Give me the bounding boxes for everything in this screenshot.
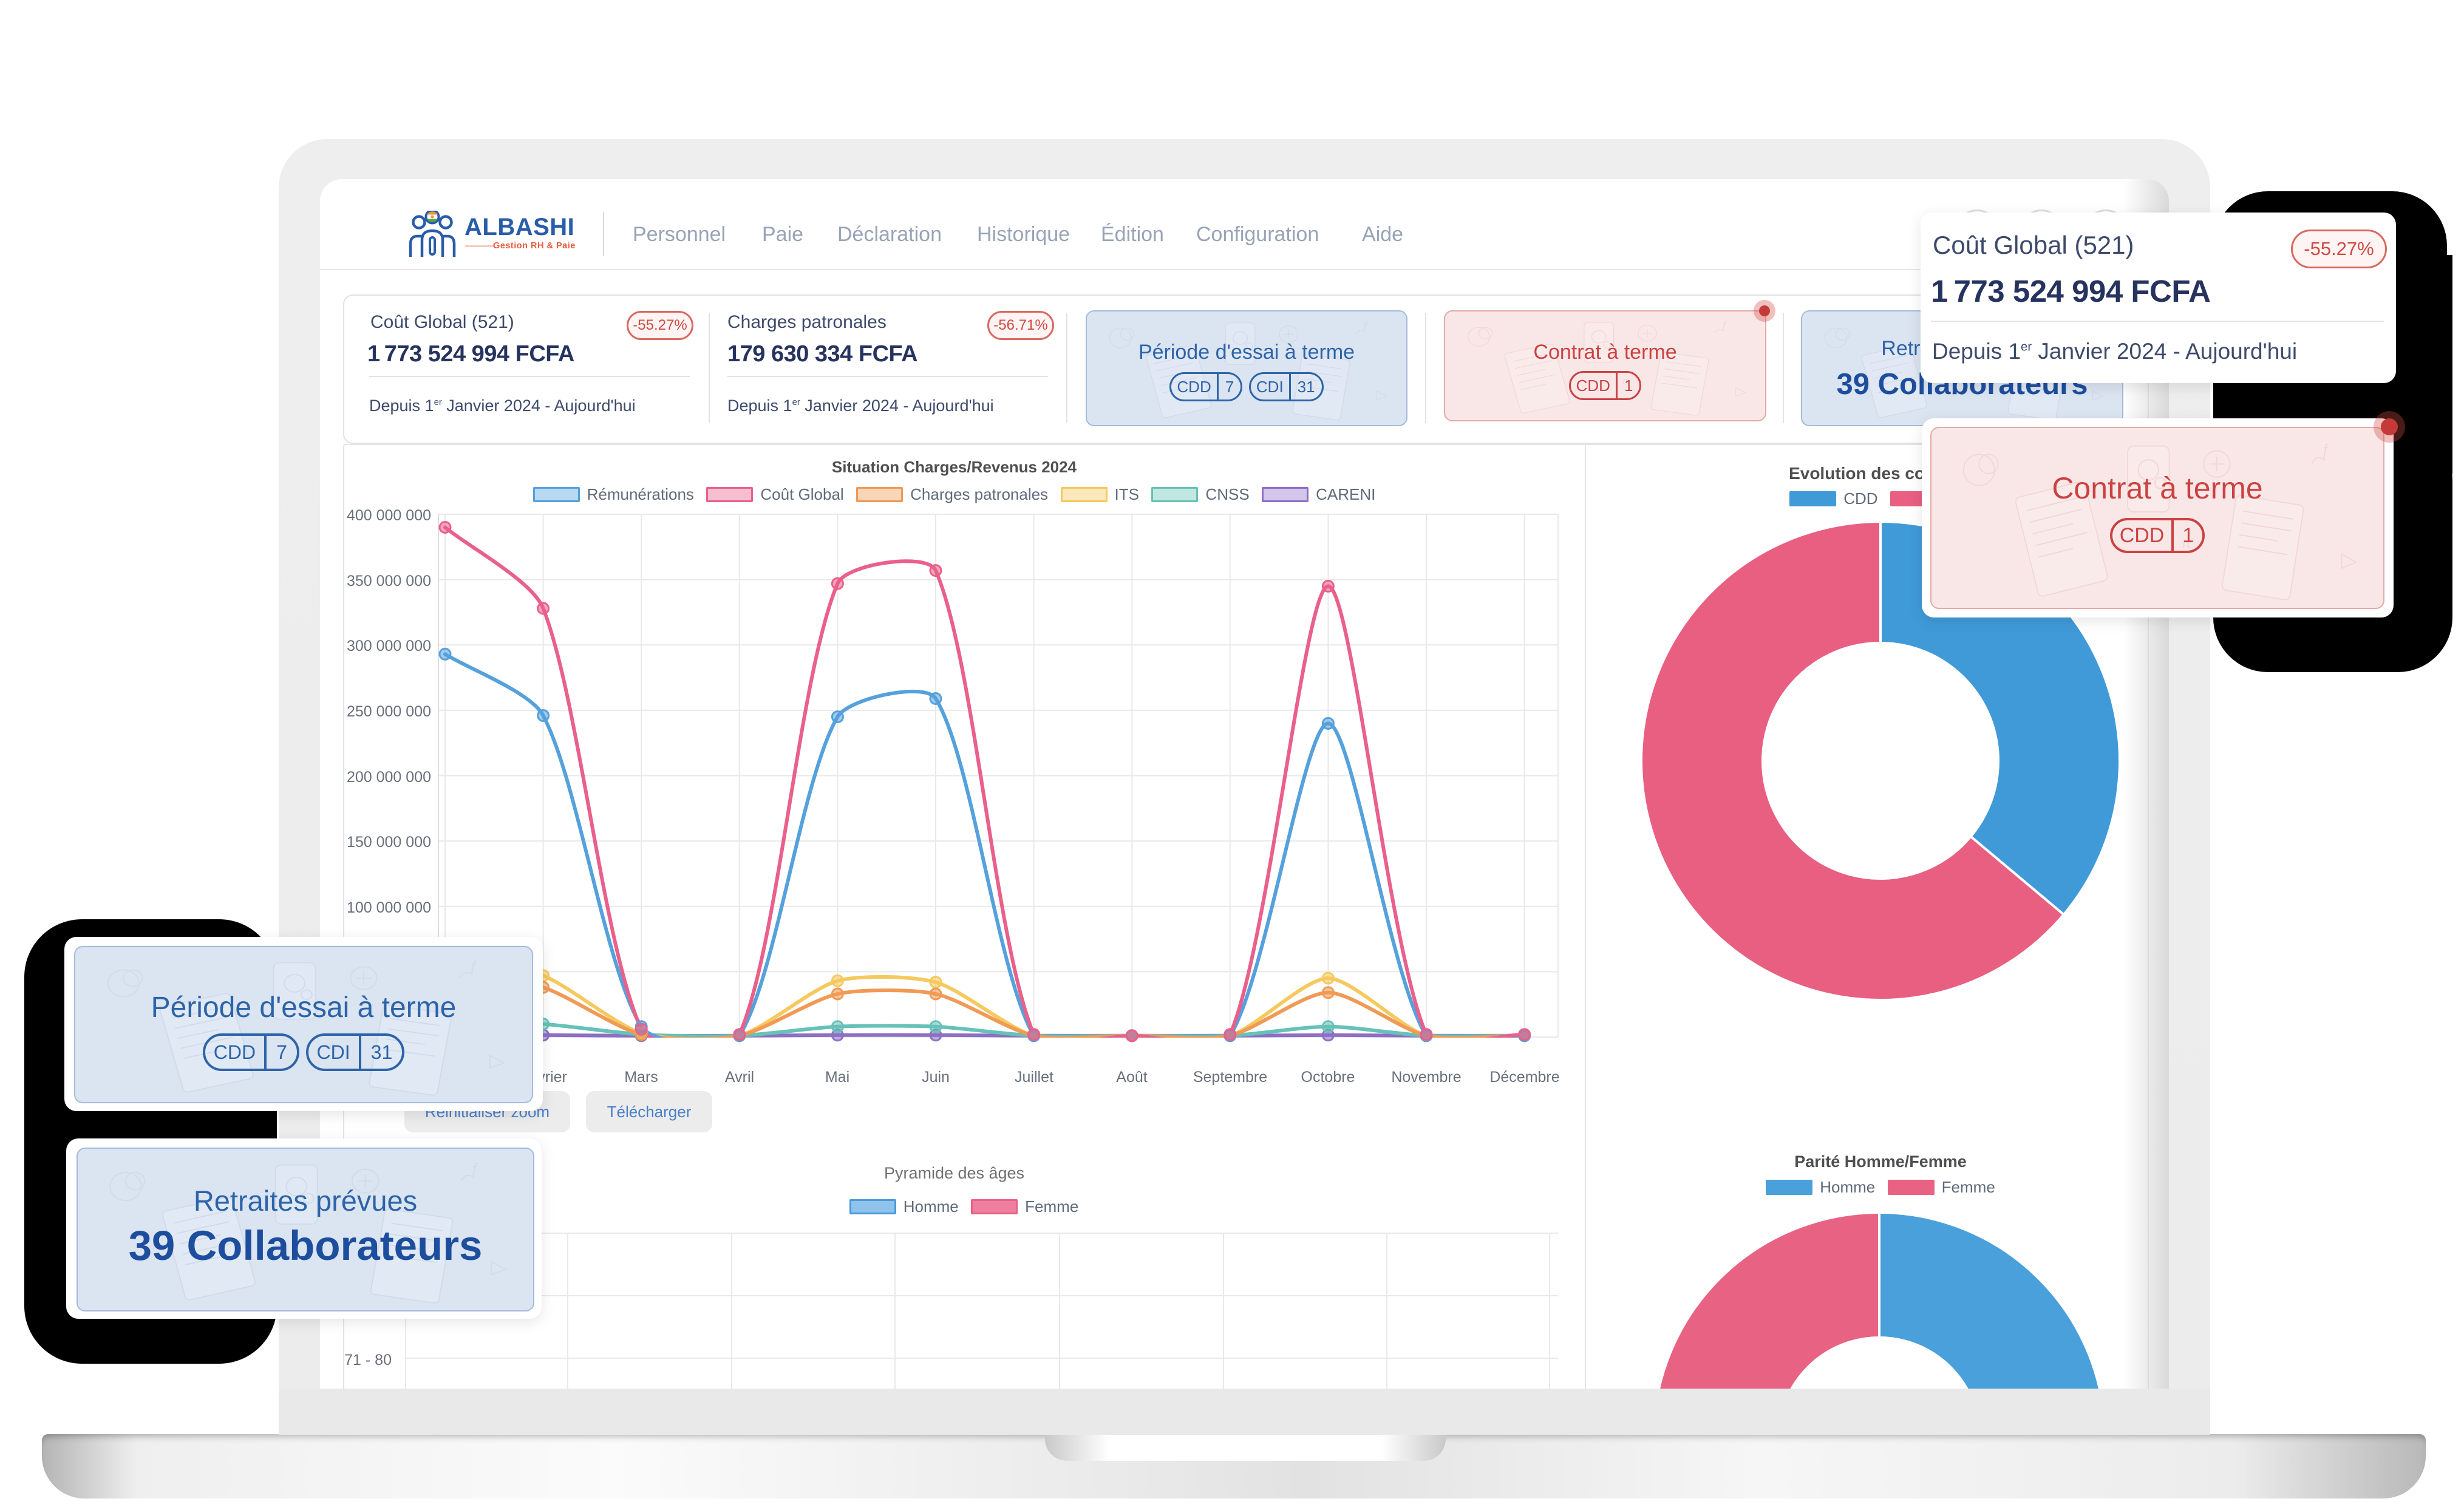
svg-text:Mars: Mars: [624, 1069, 658, 1086]
svg-text:400 000 000: 400 000 000: [347, 507, 431, 524]
svg-text:350 000 000: 350 000 000: [347, 573, 431, 590]
svg-text:Mai: Mai: [825, 1069, 849, 1086]
svg-text:Avril: Avril: [725, 1069, 754, 1086]
svg-text:ƒ: ƒ: [470, 1161, 478, 1177]
svg-text:71 - 80: 71 - 80: [344, 1352, 392, 1369]
svg-text:Juin: Juin: [922, 1069, 950, 1086]
svg-text:ƒ: ƒ: [2321, 441, 2329, 458]
svg-text:Septembre: Septembre: [1193, 1069, 1267, 1086]
svg-text:250 000 000: 250 000 000: [347, 703, 431, 720]
svg-text:π: π: [329, 1245, 339, 1259]
svg-text:ƒ: ƒ: [1721, 319, 1727, 330]
svg-text:Décembre: Décembre: [1489, 1069, 1559, 1086]
svg-text:Août: Août: [1116, 1069, 1147, 1086]
svg-text:100 000 000: 100 000 000: [347, 899, 431, 916]
svg-text:Octobre: Octobre: [1301, 1069, 1355, 1086]
svg-text:Novembre: Novembre: [1391, 1069, 1461, 1086]
svg-text:200 000 000: 200 000 000: [347, 769, 431, 786]
svg-text:150 000 000: 150 000 000: [347, 834, 431, 851]
svg-text:Juillet: Juillet: [1015, 1069, 1053, 1086]
svg-text:ƒ: ƒ: [1362, 320, 1368, 331]
svg-text:π: π: [1979, 379, 1986, 389]
svg-text:300 000 000: 300 000 000: [347, 638, 431, 655]
svg-text:ƒ: ƒ: [469, 959, 477, 974]
